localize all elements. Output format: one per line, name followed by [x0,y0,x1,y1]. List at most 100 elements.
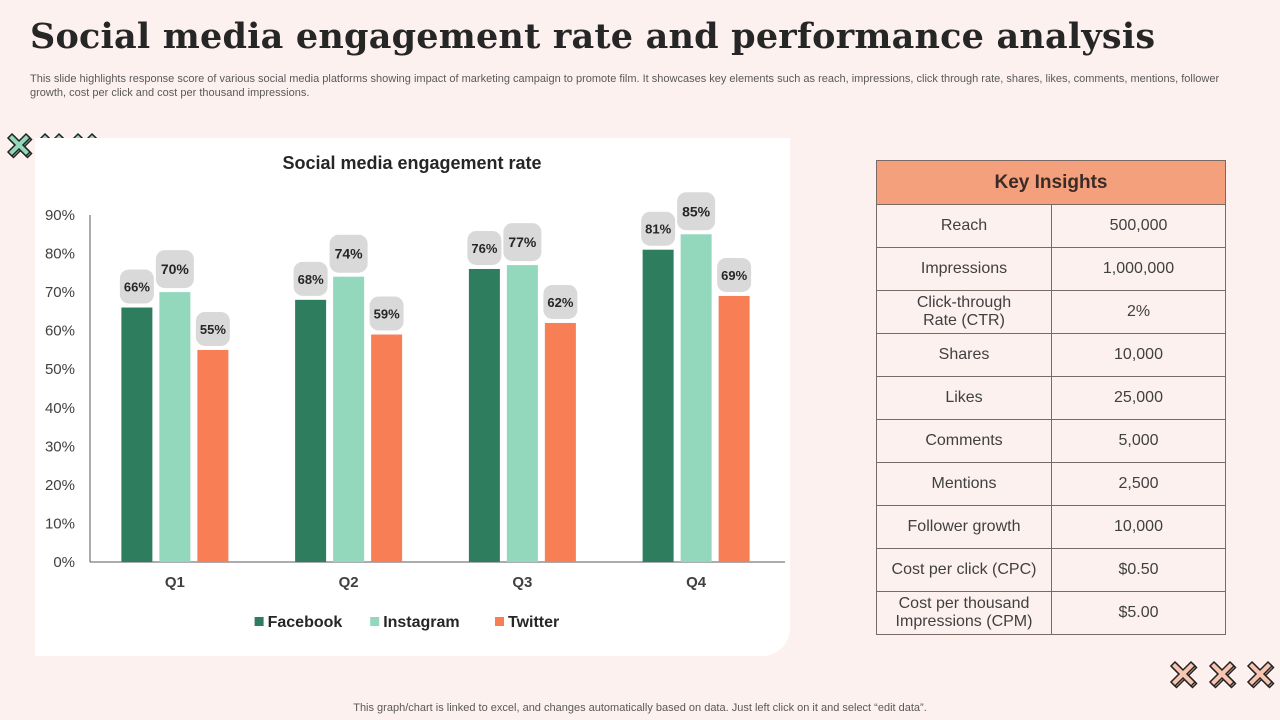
chart-panel: Social media engagement rate 0% 10% 20% 30%… [35,138,790,656]
bar-twitter [544,322,576,562]
key-insights-header: Key Insights [876,160,1226,205]
insight-row: Cost per thousand Impressions (CPM) $5.00 [876,591,1226,635]
bar-facebook [642,249,674,562]
insight-value: $0.50 [1051,548,1226,592]
insight-value: 500,000 [1051,204,1226,248]
data-label: 66% [124,280,150,295]
bar-twitter [197,349,229,562]
data-label-bubble [195,311,230,346]
insight-value: 1,000,000 [1051,247,1226,291]
data-label: 62% [547,295,573,310]
bar-instagram [333,276,365,562]
data-label: 55% [200,322,226,337]
data-label-bubble [677,192,716,231]
data-label: 77% [508,234,537,250]
y-tick-label: 90% [45,207,75,224]
insight-metric: Mentions [876,462,1052,506]
insight-metric: Shares [876,333,1052,377]
insight-row: Cost per click (CPC) $0.50 [876,548,1226,592]
decorative-cross-icons-bottom [1169,660,1275,689]
data-label: 70% [161,261,190,277]
legend-swatch [495,617,504,626]
insight-metric: Likes [876,376,1052,420]
y-tick-label: 40% [45,400,75,417]
insight-row: Reach 500,000 [876,204,1226,248]
insight-metric: Follower growth [876,505,1052,549]
data-label: 76% [471,241,497,256]
bar-twitter [718,295,750,562]
insight-value: 5,000 [1051,419,1226,463]
y-tick-label: 10% [45,515,75,532]
data-label-bubble [717,257,752,292]
slide-title: Social media engagement rate and perform… [30,16,1156,57]
insight-metric: Comments [876,419,1052,463]
cross-icon [1208,660,1237,689]
legend-swatch [254,617,264,626]
data-label: 69% [721,268,747,283]
insight-metric: Cost per thousand Impressions (CPM) [876,591,1052,635]
insight-value: 25,000 [1051,376,1226,420]
engagement-bar-chart[interactable]: Social media engagement rate 0% 10% 20% 30%… [35,138,790,656]
key-insights-table: Key Insights Reach 500,000 Impressions 1,0… [876,160,1226,635]
y-tick-label: 80% [45,246,75,263]
cross-icon [6,132,33,159]
data-label: 59% [374,307,400,322]
y-tick-label: 30% [45,438,75,455]
insight-metric: Cost per click (CPC) [876,548,1052,592]
data-label-bubble [467,230,502,265]
insight-row: Shares 10,000 [876,333,1226,377]
insight-row: Comments 5,000 [876,419,1226,463]
data-label: 74% [335,246,364,262]
insight-value: 2% [1051,290,1226,334]
insight-row: Mentions 2,500 [876,462,1226,506]
insight-metric: Click-through Rate (CTR) [876,290,1052,334]
data-label-bubble [543,284,578,319]
cross-icon [1246,660,1275,689]
bar-facebook [295,299,327,562]
insight-value: 10,000 [1051,333,1226,377]
x-category-label: Q3 [512,574,532,591]
slide-subtitle: This slide highlights response score of … [30,73,1220,99]
insight-metric: Reach [876,204,1052,248]
data-label: 85% [682,203,711,219]
y-tick-label: 20% [45,477,75,494]
bar-facebook [121,307,153,562]
data-label: 81% [645,222,671,237]
legend-label: Twitter [508,614,559,631]
insight-value: $5.00 [1051,591,1226,635]
insight-value: 10,000 [1051,505,1226,549]
legend-swatch [370,617,380,626]
key-insights-header-row: Key Insights [876,160,1226,205]
data-label: 68% [298,272,324,287]
bar-instagram [159,292,191,562]
bar-instagram [506,265,538,562]
data-label-bubble [369,296,404,331]
insight-row: Follower growth 10,000 [876,505,1226,549]
bar-twitter [371,334,403,562]
data-label-bubble [119,269,154,304]
y-tick-label: 50% [45,361,75,378]
insight-metric: Impressions [876,247,1052,291]
bar-instagram [680,234,712,562]
data-label-bubble [329,234,368,273]
cross-icon [1169,660,1198,689]
x-category-label: Q1 [165,574,185,591]
legend-label: Facebook [268,614,343,631]
bar-facebook [468,268,500,562]
y-tick-label: 60% [45,323,75,340]
insight-row: Click-through Rate (CTR) 2% [876,290,1226,334]
x-category-label: Q4 [686,574,707,591]
x-category-label: Q2 [339,574,359,591]
data-label-bubble [293,261,328,296]
y-tick-label: 0% [53,554,75,571]
insight-row: Likes 25,000 [876,376,1226,420]
data-label-bubble [641,211,676,246]
insight-value: 2,500 [1051,462,1226,506]
chart-title: Social media engagement rate [282,153,541,173]
legend-label: Instagram [383,614,459,631]
data-label-bubble [503,223,542,262]
data-label-bubble [155,250,194,289]
y-tick-label: 70% [45,284,75,301]
footer-note: This graph/chart is linked to excel, and… [353,702,927,714]
insight-row: Impressions 1,000,000 [876,247,1226,291]
